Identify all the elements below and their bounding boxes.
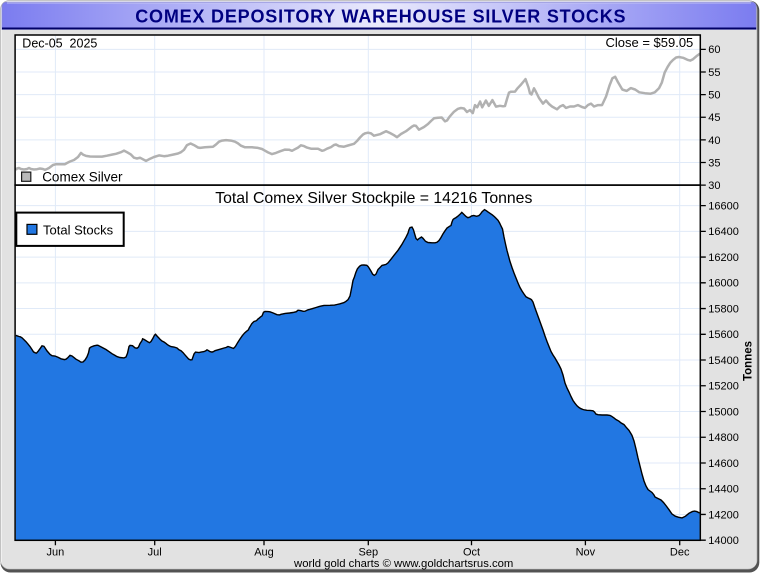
svg-text:15800: 15800: [708, 304, 739, 316]
svg-text:Dec: Dec: [670, 546, 690, 558]
svg-text:Nov: Nov: [576, 546, 596, 558]
svg-text:14000: 14000: [708, 535, 739, 547]
svg-text:50: 50: [708, 90, 720, 102]
svg-text:COMEX DEPOSITORY WAREHOUSE SIL: COMEX DEPOSITORY WAREHOUSE SILVER STOCKS: [135, 6, 626, 26]
svg-text:Comex Silver: Comex Silver: [42, 169, 123, 184]
svg-text:45: 45: [708, 112, 720, 124]
svg-text:Total Comex Silver Stockpile =: Total Comex Silver Stockpile = 14216 Ton…: [215, 190, 532, 207]
svg-text:16600: 16600: [708, 201, 739, 213]
svg-text:40: 40: [708, 135, 720, 147]
svg-text:16000: 16000: [708, 278, 739, 290]
svg-text:Close = $59.05: Close = $59.05: [605, 35, 693, 50]
svg-text:Aug: Aug: [254, 546, 274, 558]
svg-text:15400: 15400: [708, 355, 739, 367]
svg-text:Dec-05 2025: Dec-05 2025: [22, 37, 97, 51]
svg-text:Oct: Oct: [463, 546, 480, 558]
svg-text:15200: 15200: [708, 381, 739, 393]
svg-text:Sep: Sep: [359, 546, 379, 558]
svg-text:30: 30: [708, 180, 720, 192]
svg-text:14400: 14400: [708, 484, 739, 496]
svg-text:15600: 15600: [708, 329, 739, 341]
svg-text:14800: 14800: [708, 432, 739, 444]
svg-text:60: 60: [708, 44, 720, 56]
svg-text:35: 35: [708, 157, 720, 169]
svg-text:Jul: Jul: [148, 546, 162, 558]
svg-text:world gold charts © www.goldch: world gold charts © www.goldchartsrus.co…: [293, 558, 513, 570]
svg-text:16200: 16200: [708, 252, 739, 264]
svg-text:14200: 14200: [708, 509, 739, 521]
svg-text:55: 55: [708, 67, 720, 79]
svg-text:Tonnes: Tonnes: [743, 341, 755, 381]
svg-text:14600: 14600: [708, 458, 739, 470]
svg-text:15000: 15000: [708, 406, 739, 418]
svg-text:Total Stocks: Total Stocks: [43, 222, 114, 237]
svg-text:16400: 16400: [708, 226, 739, 238]
svg-text:Jun: Jun: [47, 546, 65, 558]
